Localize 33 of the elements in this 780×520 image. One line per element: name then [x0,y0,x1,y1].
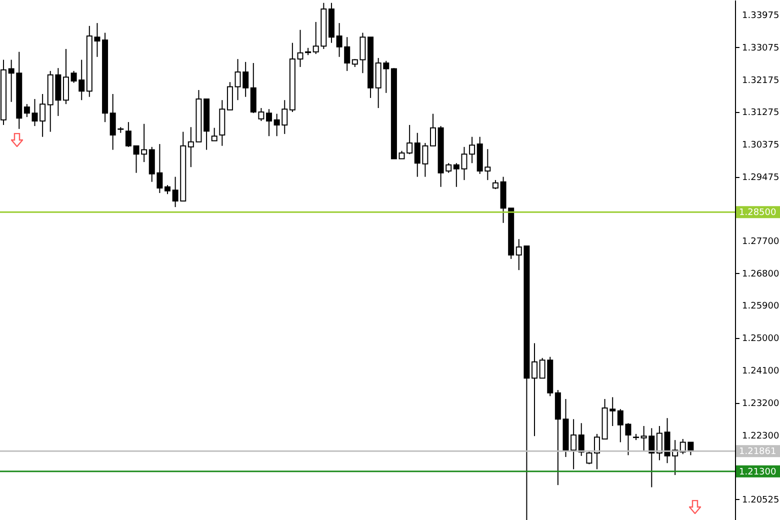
y-tick-label: 1.33975 [742,10,780,21]
ref-line-label: 1.28500 [739,208,776,218]
candlestick [492,180,498,190]
candlestick [164,184,170,195]
candlestick [586,450,592,465]
y-tick-label: 1.32175 [742,76,780,86]
candlestick [570,418,577,470]
y-tick-label: 1.25900 [742,302,780,312]
candlestick [266,108,272,137]
y-tick-label: 1.20525 [742,495,780,506]
candlestick [40,93,46,138]
y-tick-label: 1.22300 [742,431,780,442]
y-tick-label: 1.23200 [742,398,780,409]
y-tick-label: 1.25000 [742,334,780,344]
y-tick-label: 1.26800 [742,269,780,280]
candlestick [211,127,218,142]
y-tick-label: 1.31275 [742,108,780,118]
candlestick [656,426,662,461]
candlestick [226,82,233,110]
candlestick [62,48,69,105]
ref-line-label: 1.21861 [739,447,776,458]
candlestick [125,122,132,148]
y-tick-label: 1.29475 [742,172,780,183]
candlestick [578,422,584,456]
y-tick-label: 1.27700 [742,236,780,247]
y-tick-label: 1.33075 [742,43,780,54]
candlestick [594,433,600,470]
candlestick [469,136,476,164]
candlestick [430,113,436,146]
candlestick [532,342,538,437]
y-tick-label: 1.30375 [742,140,780,151]
y-tick-label: 1.24100 [742,366,780,377]
ref-line-label: 1.21300 [739,467,776,478]
